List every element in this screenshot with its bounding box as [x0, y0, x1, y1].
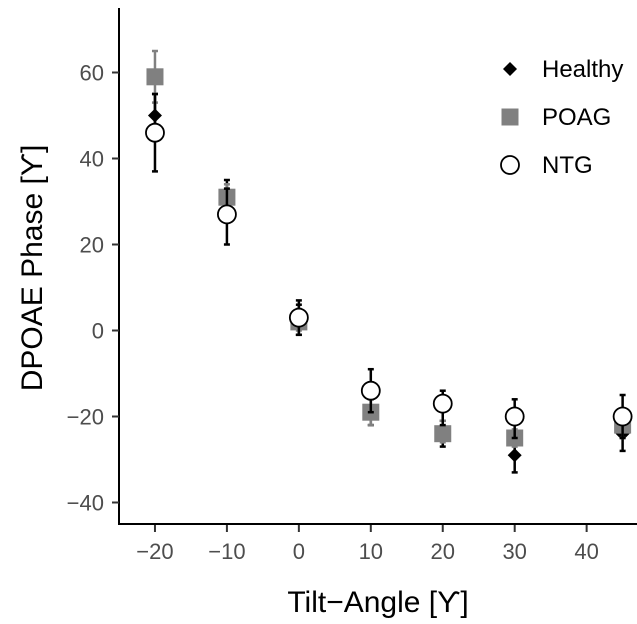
point-poag: [434, 425, 452, 443]
legend: Healthy POAG NTG: [500, 56, 623, 179]
y-tick-label: 0: [92, 319, 104, 344]
point-ntg: [612, 406, 633, 427]
point-ntg: [145, 122, 165, 143]
y-tick-label: 20: [80, 233, 104, 258]
y-axis-title: DPOAE Phase [ϒ]: [16, 145, 49, 392]
y-tick-label: −40: [67, 491, 104, 516]
point-ntg: [217, 204, 237, 225]
series-healthy: [147, 92, 630, 474]
point-ntg: [504, 406, 525, 427]
x-tick-label: 30: [502, 539, 526, 564]
x-tick-label: 40: [574, 539, 598, 564]
legend-label-healthy: Healthy: [542, 56, 623, 83]
series-layer: [145, 49, 633, 474]
legend-key-healthy: [503, 62, 517, 76]
y-tick-label: 40: [80, 147, 104, 172]
legend-key-poag: [501, 108, 519, 126]
x-tick-label: 10: [359, 539, 383, 564]
point-ntg: [288, 307, 309, 328]
y-tick-label: 60: [80, 61, 104, 86]
series-ntg: [145, 92, 633, 440]
x-tick-label: 20: [431, 539, 455, 564]
point-ntg: [432, 393, 453, 414]
legend-key-ntg: [500, 155, 520, 175]
y-tick-label: −20: [67, 405, 104, 430]
x-axis-title: Tilt−Angle [ϒ]: [287, 586, 468, 619]
x-tick-label: 0: [293, 539, 305, 564]
x-tick-label: −20: [136, 539, 173, 564]
point-ntg: [360, 380, 381, 401]
legend-label-ntg: NTG: [542, 152, 593, 179]
ticks: −20 −10 0 10 20 30 40 −40 −20 0 20 40 60: [67, 61, 599, 565]
point-poag: [146, 68, 164, 86]
legend-label-poag: POAG: [542, 104, 611, 131]
point-healthy: [507, 448, 522, 463]
axes: [118, 8, 637, 525]
x-tick-label: −10: [208, 539, 245, 564]
